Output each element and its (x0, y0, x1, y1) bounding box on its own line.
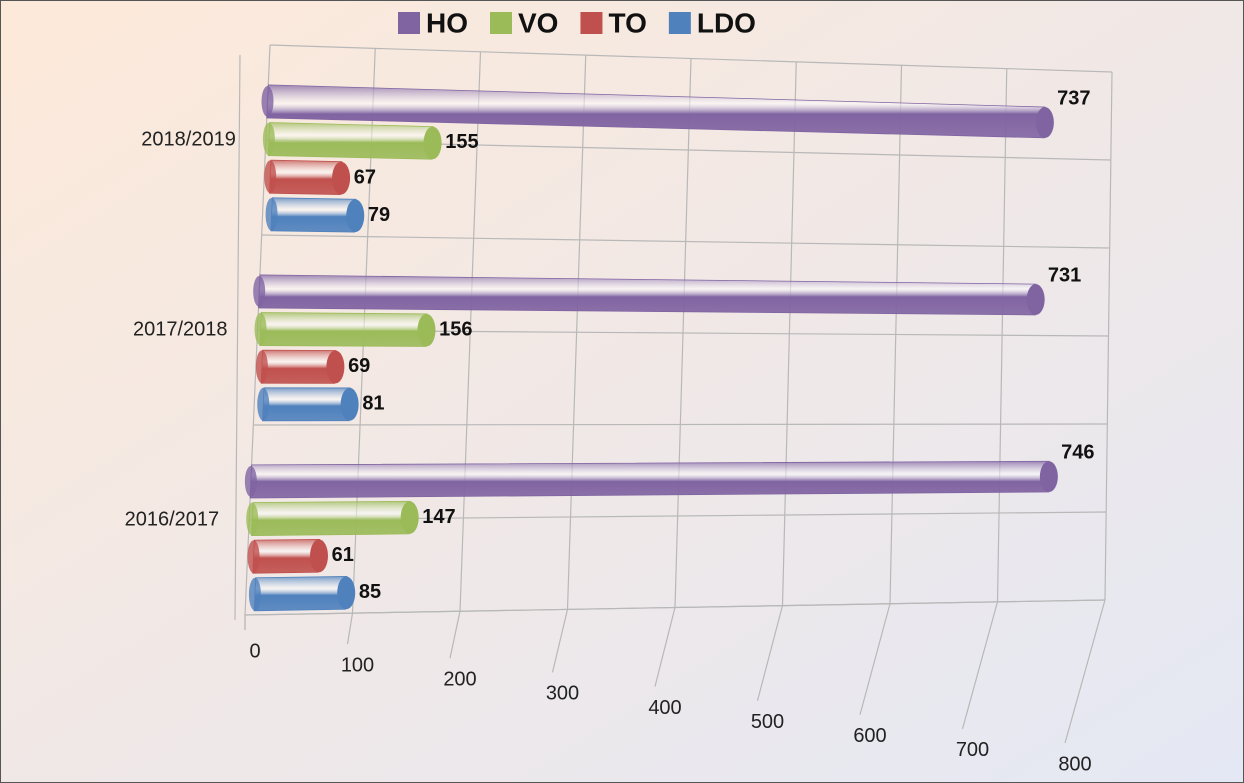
bar-cap (400, 501, 419, 534)
floor-grid-line (1064, 599, 1106, 744)
x-tick-label: 300 (546, 683, 579, 705)
x-tick-label: 500 (751, 711, 784, 733)
data-label: 731 (1048, 264, 1081, 286)
bar (270, 197, 357, 233)
bar-base (246, 502, 259, 536)
bar-cap (332, 161, 351, 195)
bar-cap (346, 199, 365, 233)
bar (262, 387, 351, 422)
data-label: 85 (359, 581, 381, 603)
floor-grid-line (551, 609, 569, 673)
y-axis (234, 54, 241, 621)
x-tick-label: 700 (956, 739, 989, 761)
bar-cap (423, 126, 442, 160)
bar-base (262, 122, 275, 156)
bar-base (264, 160, 277, 194)
legend-swatch (490, 12, 512, 34)
x-axis-floor (244, 599, 1106, 616)
bar-cap (1026, 284, 1045, 315)
bar-base (248, 577, 261, 611)
bar-cap (417, 313, 436, 347)
data-label: 147 (422, 506, 455, 528)
data-label: 746 (1061, 442, 1094, 464)
grid-line-h (269, 44, 1113, 73)
floor-grid-line (654, 607, 676, 687)
floor-grid-line (756, 605, 784, 701)
bar-base (254, 312, 267, 346)
bar-base (247, 540, 260, 574)
floor-grid-line (859, 603, 891, 715)
bar-cap (340, 387, 359, 421)
legend-label: VO (518, 7, 558, 38)
y-tick-label: 2017/2018 (133, 318, 228, 340)
bar-cap (1039, 461, 1058, 493)
bar (252, 539, 321, 574)
floor-grid-line (449, 611, 461, 659)
bar-base (253, 276, 266, 307)
floor-grid-line (346, 613, 354, 645)
grid-line-h (253, 423, 1108, 426)
bar-base (257, 387, 270, 421)
data-label: 156 (439, 319, 472, 341)
data-label: 79 (368, 204, 390, 226)
y-tick-label: 2016/2017 (125, 508, 220, 530)
data-label: 67 (354, 166, 376, 188)
data-label: 155 (445, 131, 478, 153)
legend-swatch (398, 12, 420, 34)
data-label: 61 (332, 544, 354, 566)
x-tick-label: 400 (648, 697, 681, 719)
bar (267, 122, 434, 160)
legend-swatch (580, 12, 603, 34)
bar (260, 349, 337, 384)
data-label: 81 (362, 393, 384, 415)
bar-base (255, 350, 268, 384)
bar (253, 576, 348, 612)
bar-cap (337, 576, 356, 610)
data-label: 69 (348, 355, 370, 377)
legend-label: HO (426, 7, 468, 38)
bar-cap (309, 539, 328, 573)
bar-base (265, 197, 278, 231)
x-tick-label: 600 (853, 725, 886, 747)
legend-label: LDO (697, 7, 756, 38)
bar-base (261, 86, 274, 117)
floor-grid-line (961, 601, 999, 730)
x-tick-label: 100 (341, 654, 374, 676)
data-label: 737 (1057, 87, 1090, 109)
bar-cap (1035, 107, 1054, 138)
x-tick-label: 200 (443, 669, 476, 691)
bar (259, 312, 428, 347)
y-tick-label: 2018/2019 (141, 128, 236, 150)
grid-line-h (261, 234, 1110, 249)
legend-label: TO (608, 7, 646, 38)
x-tick-label: 0 (249, 640, 260, 662)
legend-swatch (668, 12, 691, 34)
x-tick-label: 800 (1058, 753, 1091, 775)
bar-base (244, 466, 257, 497)
bar (251, 500, 411, 536)
bar (269, 159, 343, 195)
bar-cap (326, 350, 345, 384)
bar (249, 460, 1050, 499)
